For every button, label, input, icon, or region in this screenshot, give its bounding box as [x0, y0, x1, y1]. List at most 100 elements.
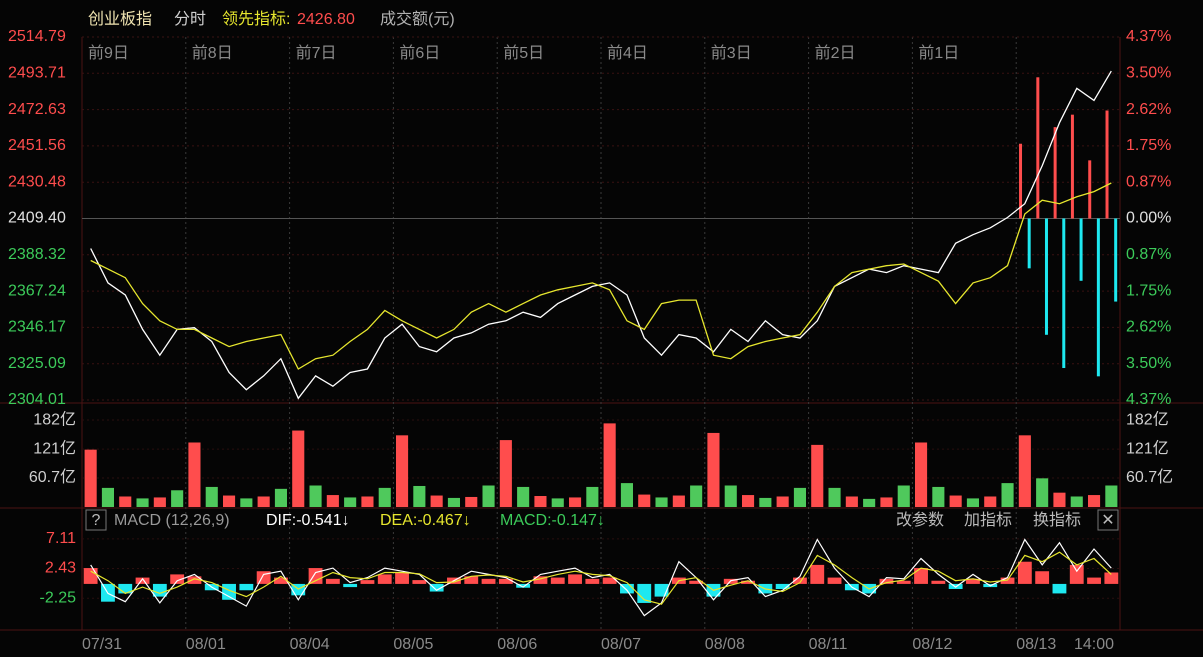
y-tick-label: 121亿: [33, 439, 76, 457]
toolbar-button[interactable]: 换指标: [1033, 511, 1081, 529]
macd-bar: [429, 583, 444, 592]
volume-bar: [222, 495, 236, 507]
volume-bar: [1070, 496, 1083, 507]
y2-tick-label: 182亿: [1126, 410, 1169, 428]
macd-bar: [395, 572, 409, 584]
volume-bar: [136, 498, 149, 507]
y2-tick-label: 4.37%: [1126, 28, 1171, 45]
close[interactable]: ✕: [1101, 512, 1114, 529]
volume-bar: [568, 497, 582, 507]
macd-bar: [602, 577, 617, 584]
volume-bar: [292, 430, 305, 507]
volume-bar: [984, 496, 997, 507]
volume-bar: [101, 487, 115, 507]
macd-bar: [308, 568, 323, 584]
y-tick-label: 2346.17: [8, 319, 66, 336]
volume-bar: [1087, 495, 1101, 507]
indicator-label: 领先指标:: [222, 10, 290, 28]
toolbar-button[interactable]: 加指标: [964, 511, 1012, 529]
x-tick-label: 08/01: [186, 636, 226, 653]
volume-bar: [1001, 483, 1014, 507]
macd-bar: [896, 580, 911, 584]
volume-bar: [240, 498, 253, 507]
day-label: 前9日: [88, 44, 129, 62]
volume-bar: [257, 496, 270, 507]
macd-bar: [343, 583, 358, 588]
help-box[interactable]: [85, 509, 107, 531]
indicator-bar: [1088, 160, 1092, 219]
volume-bar: [672, 495, 685, 507]
macd-bar: [239, 583, 254, 591]
toolbar-button[interactable]: 改参数: [896, 511, 944, 529]
y-tick-label: 2430.48: [8, 173, 66, 190]
volume-bar: [205, 486, 218, 507]
volume-bar: [378, 487, 391, 507]
volume-bar: [586, 486, 599, 507]
close-box[interactable]: [1097, 509, 1119, 531]
macd-bar: [966, 578, 980, 584]
macd-bar: [533, 576, 548, 584]
volume-bar: [309, 485, 322, 507]
y-tick-label: 2325.09: [8, 355, 66, 372]
volume-bar: [845, 496, 858, 507]
day-label: 前6日: [399, 44, 440, 62]
volume-bar: [1053, 492, 1066, 507]
x-tick-label: 08/05: [393, 636, 433, 653]
y2-tick-label: 2.62%: [1126, 101, 1171, 118]
volume-bar: [638, 494, 651, 507]
volume-bar: [465, 496, 478, 507]
indicator-bar: [1019, 143, 1023, 219]
indicator-bar: [1070, 114, 1074, 219]
day-label: 前1日: [918, 44, 959, 62]
x-tick-label: 08/13: [1016, 636, 1056, 653]
volume-bar: [793, 487, 807, 507]
amount-label: 成交额(元): [380, 10, 455, 28]
macd-bar: [187, 576, 202, 584]
index-title: 创业板指: [88, 10, 152, 28]
legend-entry: DIF:-0.541↓: [266, 512, 350, 529]
macd-bar: [135, 577, 150, 584]
help[interactable]: ?: [92, 512, 101, 529]
indicator-bar: [1079, 218, 1083, 281]
macd-bar: [377, 574, 392, 584]
volume-bar: [724, 485, 737, 507]
indicator-bar: [1114, 218, 1118, 302]
x-tick-label: 08/08: [705, 636, 745, 653]
y2-tick-label: 3.50%: [1126, 64, 1171, 81]
indicator-bar: [1044, 218, 1048, 335]
y2-tick-label: 0.87%: [1126, 246, 1171, 263]
volume-bar: [326, 495, 339, 507]
mode-label[interactable]: 分时: [174, 10, 206, 28]
macd-bar: [83, 568, 98, 584]
volume-bar: [1018, 435, 1031, 507]
volume-bar: [344, 497, 357, 507]
x-tick-label: 08/07: [601, 636, 641, 653]
macd-bar: [118, 583, 133, 594]
volume-bar: [413, 485, 426, 507]
day-label: 前8日: [192, 44, 233, 62]
macd-bar: [810, 564, 825, 584]
day-label: 前4日: [607, 44, 648, 62]
volume-bar: [759, 497, 772, 507]
volume-bar: [517, 486, 530, 507]
macd-bar: [585, 578, 600, 584]
indicator-bar: [1062, 218, 1066, 369]
volume-bar: [897, 485, 910, 507]
volume-bar: [828, 487, 841, 507]
macd-bar: [741, 580, 755, 584]
x-tick-label: 08/11: [809, 636, 848, 653]
macd-bar: [879, 578, 894, 584]
macd-bar: [481, 578, 496, 584]
day-label: 前3日: [711, 44, 752, 62]
y-tick-label: 7.11: [46, 530, 76, 547]
macd-bar: [360, 580, 375, 584]
y-tick-label: 60.7亿: [29, 468, 76, 486]
macd-bar: [793, 577, 807, 584]
volume-bar: [863, 498, 876, 507]
volume-bar: [1105, 485, 1118, 507]
volume-bar: [603, 423, 616, 507]
y-tick-label: 2493.71: [8, 65, 66, 82]
y-tick-label: 2388.32: [8, 246, 66, 263]
macd-bar: [775, 583, 790, 589]
